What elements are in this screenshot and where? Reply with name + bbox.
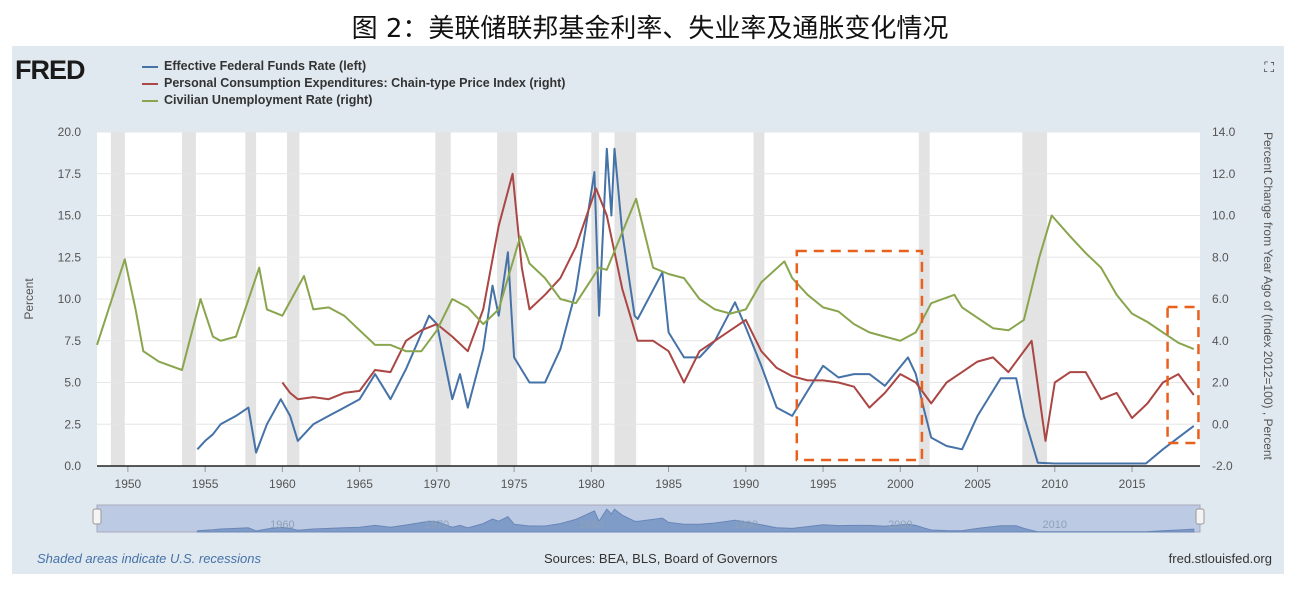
y-tick-label: 7.5 <box>64 334 81 348</box>
navigator-tick-label: 1960 <box>270 519 294 531</box>
x-tick-label: 1965 <box>346 477 373 491</box>
x-tick-label: 1970 <box>424 477 451 491</box>
legend-swatch <box>142 99 158 102</box>
x-tick-label: 1995 <box>810 477 837 491</box>
navigator-handle[interactable] <box>1195 508 1205 525</box>
navigator-tick-label: 2000 <box>888 519 912 531</box>
navigator-series-area <box>196 508 1195 533</box>
legend-item-fed-funds[interactable]: Effective Federal Funds Rate (left) <box>142 58 565 75</box>
y2-tick-label: 14.0 <box>1212 125 1236 139</box>
legend-label: Effective Federal Funds Rate (left) <box>164 59 367 73</box>
fullscreen-icon[interactable]: ⛶ <box>1264 60 1274 76</box>
x-tick-label: 2010 <box>1041 477 1068 491</box>
y2-tick-label: 4.0 <box>1212 334 1229 348</box>
y-axis-title: Percent <box>22 278 36 320</box>
y-tick-label: 20.0 <box>58 125 82 139</box>
y2-axis-title: Percent Change from Year Ago of (Index 2… <box>1261 132 1275 461</box>
highlight-box <box>795 249 924 462</box>
site-link[interactable]: fred.stlouisfed.org <box>1168 551 1272 566</box>
x-tick-label: 1980 <box>578 477 605 491</box>
navigator-tick-label: 1970 <box>425 519 449 531</box>
series-line-0 <box>196 147 1195 465</box>
x-tick-label: 1950 <box>115 477 142 491</box>
navigator-tick-label: 1990 <box>734 519 758 531</box>
legend-item-pce[interactable]: Personal Consumption Expenditures: Chain… <box>142 75 565 92</box>
y-tick-label: 17.5 <box>58 167 82 181</box>
y-tick-label: 15.0 <box>58 209 82 223</box>
x-tick-label: 1985 <box>655 477 682 491</box>
y2-tick-label: 8.0 <box>1212 250 1229 264</box>
y-tick-label: 10.0 <box>58 292 82 306</box>
y-tick-label: 0.0 <box>64 459 81 473</box>
legend-item-unemployment[interactable]: Civilian Unemployment Rate (right) <box>142 92 565 109</box>
y-tick-label: 2.5 <box>64 417 81 431</box>
navigator-tick-label: 1980 <box>579 519 603 531</box>
y2-tick-label: -2.0 <box>1212 459 1233 473</box>
x-tick-label: 1960 <box>269 477 296 491</box>
recession-note[interactable]: Shaded areas indicate U.S. recessions <box>37 551 262 566</box>
x-tick-label: 1990 <box>732 477 759 491</box>
y-tick-label: 12.5 <box>58 250 82 264</box>
x-tick-label: 1975 <box>501 477 528 491</box>
series-line-2 <box>96 197 1195 371</box>
legend-label: Personal Consumption Expenditures: Chain… <box>164 76 566 90</box>
fred-logo: FRED <box>15 55 85 85</box>
x-tick-label: 1955 <box>192 477 219 491</box>
y-tick-label: 5.0 <box>64 376 81 390</box>
y2-tick-label: 12.0 <box>1212 167 1236 181</box>
x-tick-label: 2000 <box>887 477 914 491</box>
x-tick-label: 2015 <box>1119 477 1146 491</box>
y2-tick-label: 2.0 <box>1212 376 1229 390</box>
legend-swatch <box>142 65 158 68</box>
x-tick-label: 2005 <box>964 477 991 491</box>
chart-legend: Effective Federal Funds Rate (left) Pers… <box>142 58 565 109</box>
series-line-1 <box>281 172 1195 442</box>
y2-tick-label: 0.0 <box>1212 417 1229 431</box>
y2-tick-label: 10.0 <box>1212 209 1236 223</box>
sources-text: Sources: BEA, BLS, Board of Governors <box>544 551 778 566</box>
y2-tick-label: 6.0 <box>1212 292 1229 306</box>
legend-label: Civilian Unemployment Rate (right) <box>164 93 373 107</box>
page-title: 图 2：美联储联邦基金利率、失业率及通胀变化情况 <box>351 14 949 44</box>
legend-swatch <box>142 82 158 85</box>
navigator-handle[interactable] <box>92 508 102 525</box>
navigator-tick-label: 2010 <box>1043 519 1067 531</box>
